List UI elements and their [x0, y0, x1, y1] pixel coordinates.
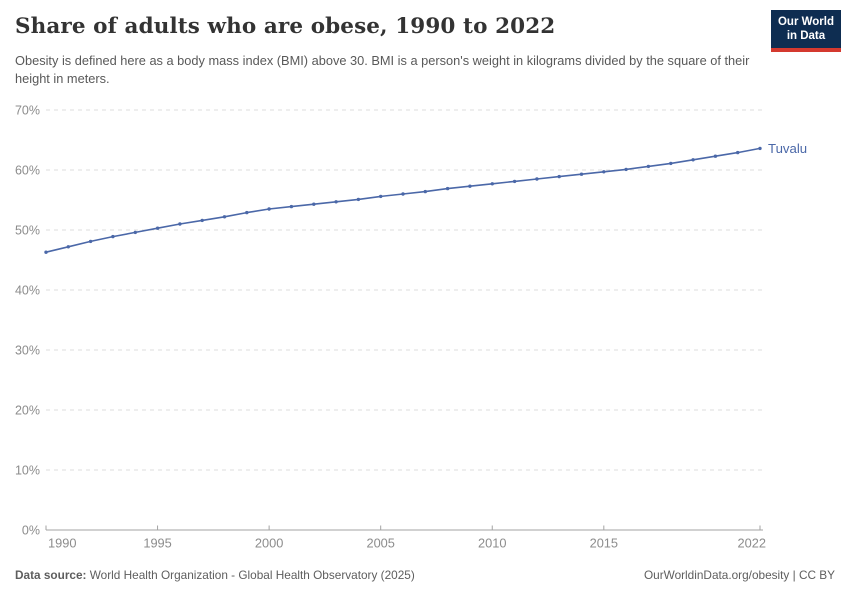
y-tick-label: 40% — [15, 283, 40, 297]
data-point[interactable] — [669, 161, 673, 166]
data-point[interactable] — [602, 170, 606, 174]
data-point[interactable] — [535, 177, 539, 181]
y-tick-label: 0% — [22, 523, 40, 537]
data-point[interactable] — [445, 186, 450, 191]
data-point[interactable] — [178, 222, 182, 226]
data-point[interactable] — [267, 207, 271, 211]
data-point[interactable] — [289, 204, 294, 209]
data-point[interactable] — [133, 230, 137, 235]
data-point[interactable] — [44, 250, 48, 254]
data-source-note: Data source: World Health Organization -… — [15, 568, 415, 582]
data-point[interactable] — [379, 194, 383, 199]
data-point[interactable] — [512, 179, 517, 184]
data-point[interactable] — [334, 200, 338, 204]
owid-logo-line2: in Data — [786, 30, 826, 43]
data-point[interactable] — [579, 172, 584, 176]
y-tick-label: 60% — [15, 163, 40, 177]
data-point[interactable] — [245, 210, 249, 215]
y-tick-label: 50% — [15, 223, 40, 237]
data-point[interactable] — [468, 184, 472, 188]
data-point[interactable] — [713, 154, 718, 158]
data-point[interactable] — [624, 167, 628, 172]
x-tick-label: 2010 — [478, 536, 506, 551]
x-tick-label: 1995 — [143, 536, 171, 551]
data-point[interactable] — [200, 218, 204, 223]
data-source-value: World Health Organization - Global Healt… — [86, 568, 415, 582]
owid-logo[interactable]: Our World in Data — [770, 10, 841, 52]
y-tick-label: 70% — [15, 103, 40, 117]
data-point[interactable] — [691, 158, 695, 162]
chart-footer: Data source: World Health Organization -… — [15, 568, 835, 582]
data-point[interactable] — [557, 174, 561, 179]
series-end-label[interactable]: Tuvalu — [768, 141, 807, 156]
y-tick-label: 20% — [15, 403, 40, 417]
chart-subtitle: Obesity is defined here as a body mass i… — [15, 53, 750, 87]
x-tick-label: 2015 — [590, 536, 618, 551]
page-title: Share of adults who are obese, 1990 to 2… — [15, 14, 556, 39]
attribution-link[interactable]: OurWorldinData.org/obesity | CC BY — [643, 568, 835, 582]
y-tick-label: 30% — [15, 343, 40, 357]
y-tick-label: 10% — [15, 463, 40, 477]
data-point[interactable] — [490, 182, 494, 186]
x-tick-label: 2005 — [366, 536, 394, 551]
data-point[interactable] — [356, 197, 361, 202]
data-point[interactable] — [155, 226, 160, 230]
owid-logo-line1: Our World — [777, 16, 834, 28]
data-point[interactable] — [646, 164, 651, 169]
data-point[interactable] — [758, 146, 762, 151]
data-point[interactable] — [111, 234, 115, 239]
trend-line[interactable] — [45, 147, 761, 253]
data-point[interactable] — [423, 189, 427, 194]
data-point[interactable] — [66, 245, 71, 249]
x-tick-label: 2022 — [738, 536, 766, 551]
data-source-label: Data source: — [15, 568, 87, 582]
data-point[interactable] — [88, 239, 93, 244]
x-tick-label: 2000 — [255, 536, 283, 551]
data-point[interactable] — [222, 215, 227, 219]
data-point[interactable] — [736, 150, 740, 155]
data-point[interactable] — [312, 202, 316, 206]
x-tick-label: 1990 — [48, 536, 76, 551]
data-point[interactable] — [401, 192, 405, 196]
